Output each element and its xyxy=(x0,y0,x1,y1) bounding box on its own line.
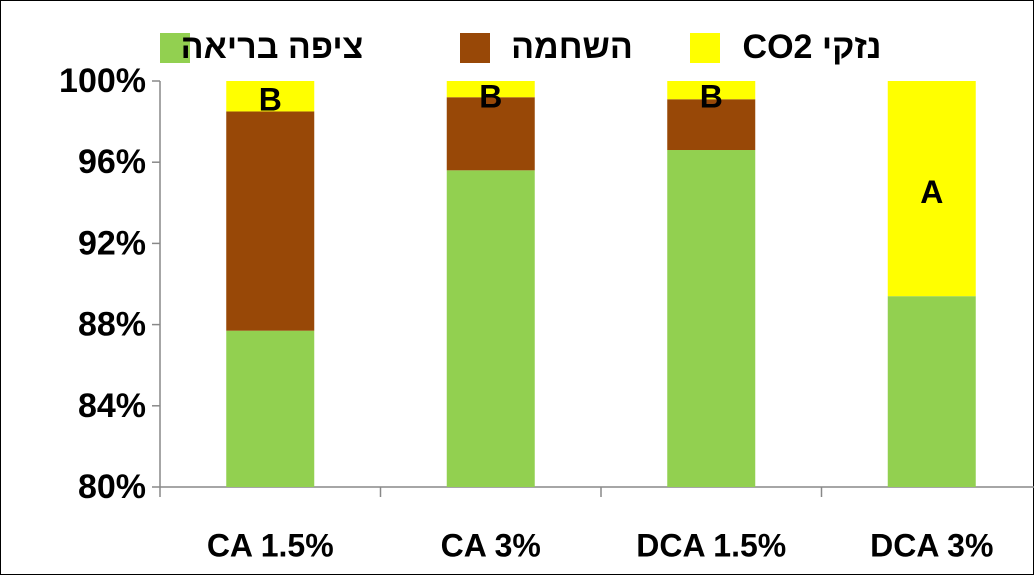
bar-segment xyxy=(446,81,535,98)
x-tick-label: DCA 1.5% xyxy=(636,527,786,563)
y-tick-label: 96% xyxy=(78,143,146,181)
bar-segment xyxy=(887,296,976,487)
bar-segment xyxy=(667,81,756,100)
legend-swatch xyxy=(160,33,190,63)
y-tick-label: 100% xyxy=(59,62,146,100)
legend-label: ציפה בריאה xyxy=(181,28,364,66)
legend-label: נזקי CO2 xyxy=(743,28,882,66)
legend-label: השחמה xyxy=(511,28,633,66)
y-tick-label: 88% xyxy=(78,306,146,344)
bar-segment xyxy=(446,170,535,487)
bar-segment xyxy=(226,111,315,331)
annotation: A xyxy=(920,174,943,210)
legend-swatch xyxy=(460,33,490,63)
bar-segment xyxy=(446,97,535,171)
y-tick-label: 80% xyxy=(78,468,146,506)
annotation: B xyxy=(479,78,502,114)
bar-segment xyxy=(226,81,315,112)
bar-segment xyxy=(667,99,756,151)
bar-segment xyxy=(226,330,315,487)
y-tick-label: 92% xyxy=(78,224,146,262)
annotation: B xyxy=(700,78,723,114)
annotation: B xyxy=(259,82,282,118)
bar-segment xyxy=(887,81,976,297)
y-tick-label: 84% xyxy=(78,387,146,425)
bar-segment xyxy=(667,150,756,487)
x-tick-label: CA 3% xyxy=(441,527,541,563)
x-tick-label: CA 1.5% xyxy=(207,527,334,563)
x-tick-label: DCA 3% xyxy=(870,527,993,563)
legend-swatch xyxy=(690,33,720,63)
